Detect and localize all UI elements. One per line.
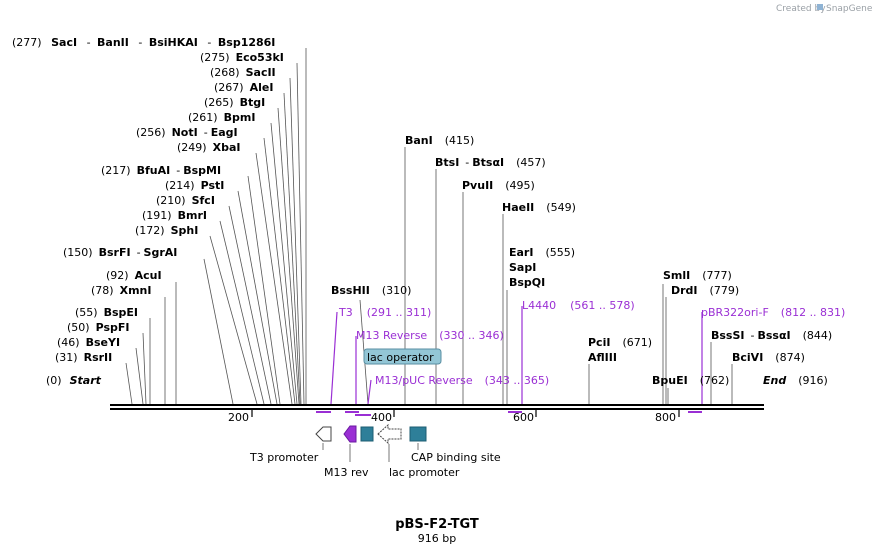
site-label[interactable]: (92) AcuI (106, 269, 162, 282)
t3-promoter-arrow[interactable] (315, 426, 332, 442)
site-label[interactable]: AflIII (588, 351, 617, 364)
features (315, 423, 427, 445)
site-label[interactable]: BssHII (310) (331, 284, 411, 297)
site-label[interactable]: (277) SacI - BanII - BsiHKAI - Bsp1286I (12, 36, 275, 49)
primer-labels: T3 (291 .. 311) M13 Reverse (330 .. 346) M… (338, 299, 845, 387)
site-label[interactable]: (214) PstI (165, 179, 224, 192)
site-label[interactable]: (78) XmnI (91, 284, 151, 297)
site-label[interactable]: (267) AleI (214, 81, 273, 94)
site-label[interactable]: (46) BseYI (57, 336, 120, 349)
site-label[interactable]: PciI (671) (588, 336, 652, 349)
primer-m13-reverse-label[interactable]: M13 Reverse (330 .. 346) (356, 329, 504, 342)
primer-m13-puc-reverse-label[interactable]: M13/pUC Reverse (343 .. 365) (375, 374, 549, 387)
cap-binding-site-label[interactable]: CAP binding site (411, 451, 501, 464)
axis: 200 400 600 800 (228, 410, 680, 424)
site-label-end[interactable]: End (916) (763, 374, 828, 387)
site-label[interactable]: (217) BfuAI - BspMI (101, 164, 221, 177)
enzyme-labels-right: BanI (415) BtsI - BtsαI (457) PvuII (495) Hae… (331, 134, 832, 387)
site-label[interactable]: (261) BpmI (188, 111, 255, 124)
site-label[interactable]: (172) SphI (135, 224, 198, 237)
site-label[interactable]: BspQI (509, 276, 545, 289)
t3-promoter-label[interactable]: T3 promoter (249, 451, 319, 464)
site-label[interactable]: EarI (555) (509, 246, 575, 259)
lac-operator-callout[interactable]: lac operator (363, 348, 442, 365)
cap-binding-box[interactable] (409, 426, 427, 442)
site-label[interactable]: BpuEI (762) (652, 374, 729, 387)
site-label-start[interactable]: (0) Start (46, 374, 102, 387)
primer-pbr322ori-label[interactable]: pBR322ori-F (812 .. 831) (701, 306, 845, 319)
site-label[interactable]: (265) BtgI (204, 96, 265, 109)
tick-200: 200 (228, 411, 249, 424)
site-label[interactable]: SapI (509, 261, 536, 274)
site-label[interactable]: SmlI (777) (663, 269, 732, 282)
feature-leaders (322, 443, 419, 462)
tick-400: 400 (371, 411, 392, 424)
site-label[interactable]: (31) RsrII (55, 351, 112, 364)
site-label[interactable]: (256) NotI - EagI (136, 126, 238, 139)
feature-labels: T3 promoter M13 rev lac promoter CAP bin… (249, 451, 501, 479)
leader-lines (125, 48, 733, 405)
site-label[interactable]: BtsI - BtsαI (457) (435, 156, 546, 169)
m13-rev-label[interactable]: M13 rev (324, 466, 369, 479)
site-label[interactable]: BciVI (874) (732, 351, 805, 364)
tick-800: 800 (655, 411, 676, 424)
site-label[interactable]: (268) SacII (210, 66, 276, 79)
site-label[interactable]: BanI (415) (405, 134, 474, 147)
plasmid-name: pBS-F2-TGT (395, 517, 479, 532)
lac-promoter-arrow[interactable] (377, 423, 402, 445)
site-label[interactable]: BssSI - BssαI (844) (711, 329, 832, 342)
site-label[interactable]: (55) BspEI (75, 306, 138, 319)
site-label[interactable]: (191) BmrI (142, 209, 207, 222)
m13-rev-arrow[interactable] (343, 425, 357, 443)
site-label[interactable]: DrdI (779) (671, 284, 739, 297)
site-label[interactable]: (249) XbaI (177, 141, 240, 154)
credit-prefix: Created by (776, 4, 826, 14)
primer-l4440-label[interactable]: L4440 (561 .. 578) (522, 299, 635, 312)
snapgene-logo-icon (817, 4, 823, 10)
site-label[interactable]: (150) BsrFI - SgrAI (63, 246, 177, 259)
site-label[interactable]: HaeII (549) (502, 201, 576, 214)
lac-promoter-label[interactable]: lac promoter (389, 466, 460, 479)
lac-operator-label: lac operator (367, 351, 434, 364)
plasmid-length: 916 bp (418, 532, 456, 545)
lac-operator-box[interactable] (360, 426, 374, 442)
plasmid-backbone (110, 404, 764, 410)
site-label[interactable]: (50) PspFI (67, 321, 130, 334)
primer-t3-label[interactable]: T3 (291 .. 311) (338, 306, 431, 319)
tick-600: 600 (513, 411, 534, 424)
primer-bars (316, 411, 702, 416)
site-label[interactable]: (210) SfcI (156, 194, 215, 207)
snapgene-credit: Created by SnapGene (776, 4, 873, 14)
enzyme-labels-left: (277) SacI - BanII - BsiHKAI - Bsp1286I … (12, 36, 284, 387)
map-title: pBS-F2-TGT 916 bp (395, 517, 479, 545)
site-label[interactable]: PvuII (495) (462, 179, 535, 192)
site-label[interactable]: (275) Eco53kI (200, 51, 284, 64)
primer-leaders (330, 306, 703, 405)
credit-brand: SnapGene (826, 4, 873, 14)
